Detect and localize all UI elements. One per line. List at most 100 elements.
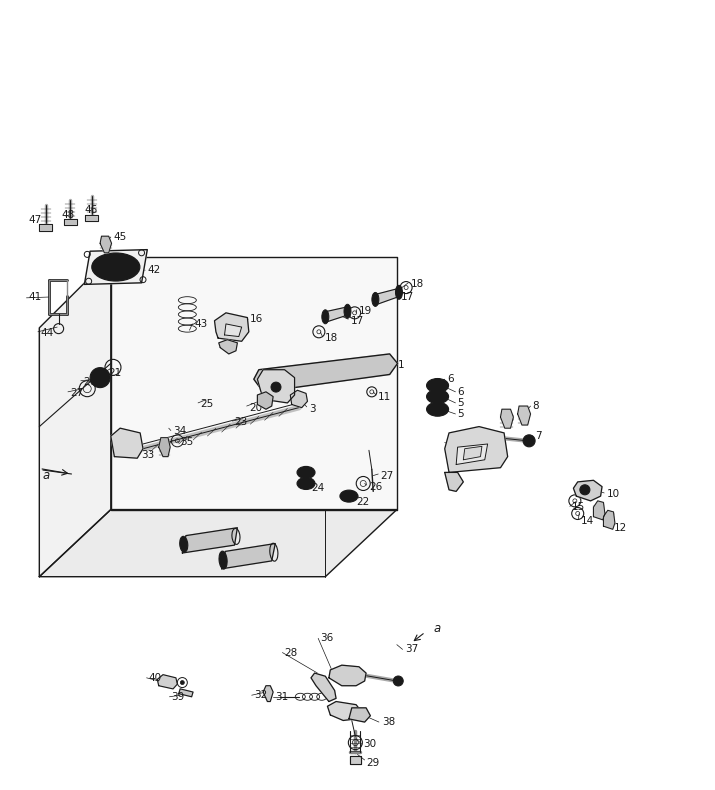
Text: 10: 10 (606, 489, 619, 498)
Text: 9: 9 (508, 414, 514, 423)
Circle shape (271, 382, 281, 392)
Polygon shape (111, 428, 143, 458)
Text: a: a (43, 469, 50, 482)
Polygon shape (603, 510, 615, 529)
Polygon shape (445, 472, 463, 491)
Text: 32: 32 (254, 690, 267, 700)
Text: 47: 47 (29, 215, 42, 224)
Polygon shape (350, 756, 361, 764)
Text: 2: 2 (299, 393, 305, 403)
Text: a: a (434, 622, 441, 634)
Text: 20: 20 (249, 403, 262, 412)
Ellipse shape (219, 551, 227, 569)
Text: 6: 6 (447, 374, 453, 384)
Polygon shape (263, 686, 273, 702)
Text: 37: 37 (405, 645, 418, 654)
Text: 3: 3 (309, 404, 315, 414)
Polygon shape (573, 480, 602, 501)
Text: 6: 6 (458, 387, 464, 397)
Text: 28: 28 (285, 648, 298, 657)
Text: 39: 39 (172, 692, 185, 702)
Polygon shape (214, 313, 249, 341)
Polygon shape (179, 689, 193, 697)
Polygon shape (325, 307, 349, 322)
Text: 18: 18 (325, 333, 338, 343)
Text: 26: 26 (369, 482, 383, 491)
Polygon shape (254, 354, 398, 392)
Polygon shape (222, 544, 275, 569)
Text: 33: 33 (142, 450, 155, 460)
Circle shape (393, 676, 403, 686)
Ellipse shape (427, 378, 448, 393)
Text: 43: 43 (194, 319, 208, 329)
Circle shape (90, 367, 110, 388)
Polygon shape (311, 673, 336, 702)
Text: 27: 27 (380, 471, 394, 480)
Polygon shape (290, 390, 307, 408)
Polygon shape (500, 409, 513, 428)
Ellipse shape (372, 292, 379, 307)
Text: 25: 25 (200, 400, 214, 409)
Polygon shape (64, 219, 77, 225)
Polygon shape (463, 446, 482, 460)
Polygon shape (257, 370, 295, 403)
Polygon shape (219, 340, 237, 354)
Ellipse shape (297, 477, 315, 490)
Text: 12: 12 (613, 523, 627, 532)
Ellipse shape (427, 389, 448, 404)
Polygon shape (518, 406, 531, 425)
Polygon shape (349, 708, 370, 722)
Polygon shape (85, 215, 98, 221)
Text: 48: 48 (61, 210, 75, 220)
Polygon shape (329, 665, 366, 686)
Ellipse shape (344, 304, 351, 318)
Ellipse shape (179, 536, 188, 552)
Polygon shape (39, 257, 111, 577)
Text: 11: 11 (378, 392, 392, 401)
Text: 14: 14 (581, 517, 594, 526)
Ellipse shape (297, 466, 315, 479)
Circle shape (523, 435, 535, 447)
Polygon shape (84, 250, 147, 284)
Text: 29: 29 (366, 758, 380, 768)
Text: 27: 27 (70, 389, 84, 398)
Text: 16: 16 (250, 314, 264, 324)
Polygon shape (327, 702, 361, 720)
Polygon shape (375, 288, 402, 305)
Ellipse shape (92, 253, 140, 281)
Text: 5: 5 (458, 409, 464, 419)
Text: 24: 24 (312, 483, 325, 493)
Text: 35: 35 (180, 438, 194, 447)
Text: 22: 22 (356, 497, 370, 506)
Text: 34: 34 (173, 427, 187, 436)
Text: 4: 4 (447, 438, 453, 447)
Text: 1: 1 (398, 360, 404, 370)
Text: 7: 7 (535, 431, 541, 441)
Ellipse shape (427, 402, 448, 416)
Polygon shape (111, 257, 397, 510)
Text: 31: 31 (275, 692, 289, 702)
Ellipse shape (340, 490, 358, 502)
Text: 5: 5 (458, 398, 464, 408)
Text: 13: 13 (603, 512, 616, 521)
Ellipse shape (322, 310, 329, 324)
Text: 40: 40 (149, 673, 162, 683)
Text: 8: 8 (533, 401, 539, 411)
Text: 44: 44 (40, 329, 54, 338)
Text: 36: 36 (320, 634, 334, 643)
Polygon shape (39, 224, 52, 231)
Text: 26: 26 (83, 378, 97, 387)
Polygon shape (39, 510, 397, 577)
Text: 18: 18 (410, 280, 424, 289)
Polygon shape (182, 528, 237, 553)
Ellipse shape (395, 285, 403, 299)
Text: 42: 42 (147, 265, 161, 275)
Text: 46: 46 (84, 205, 98, 215)
Text: 17: 17 (350, 316, 364, 325)
Polygon shape (225, 324, 242, 337)
Text: 19: 19 (359, 307, 373, 316)
Circle shape (180, 680, 184, 685)
Polygon shape (456, 444, 488, 465)
Text: 41: 41 (29, 292, 42, 302)
Polygon shape (100, 236, 112, 253)
